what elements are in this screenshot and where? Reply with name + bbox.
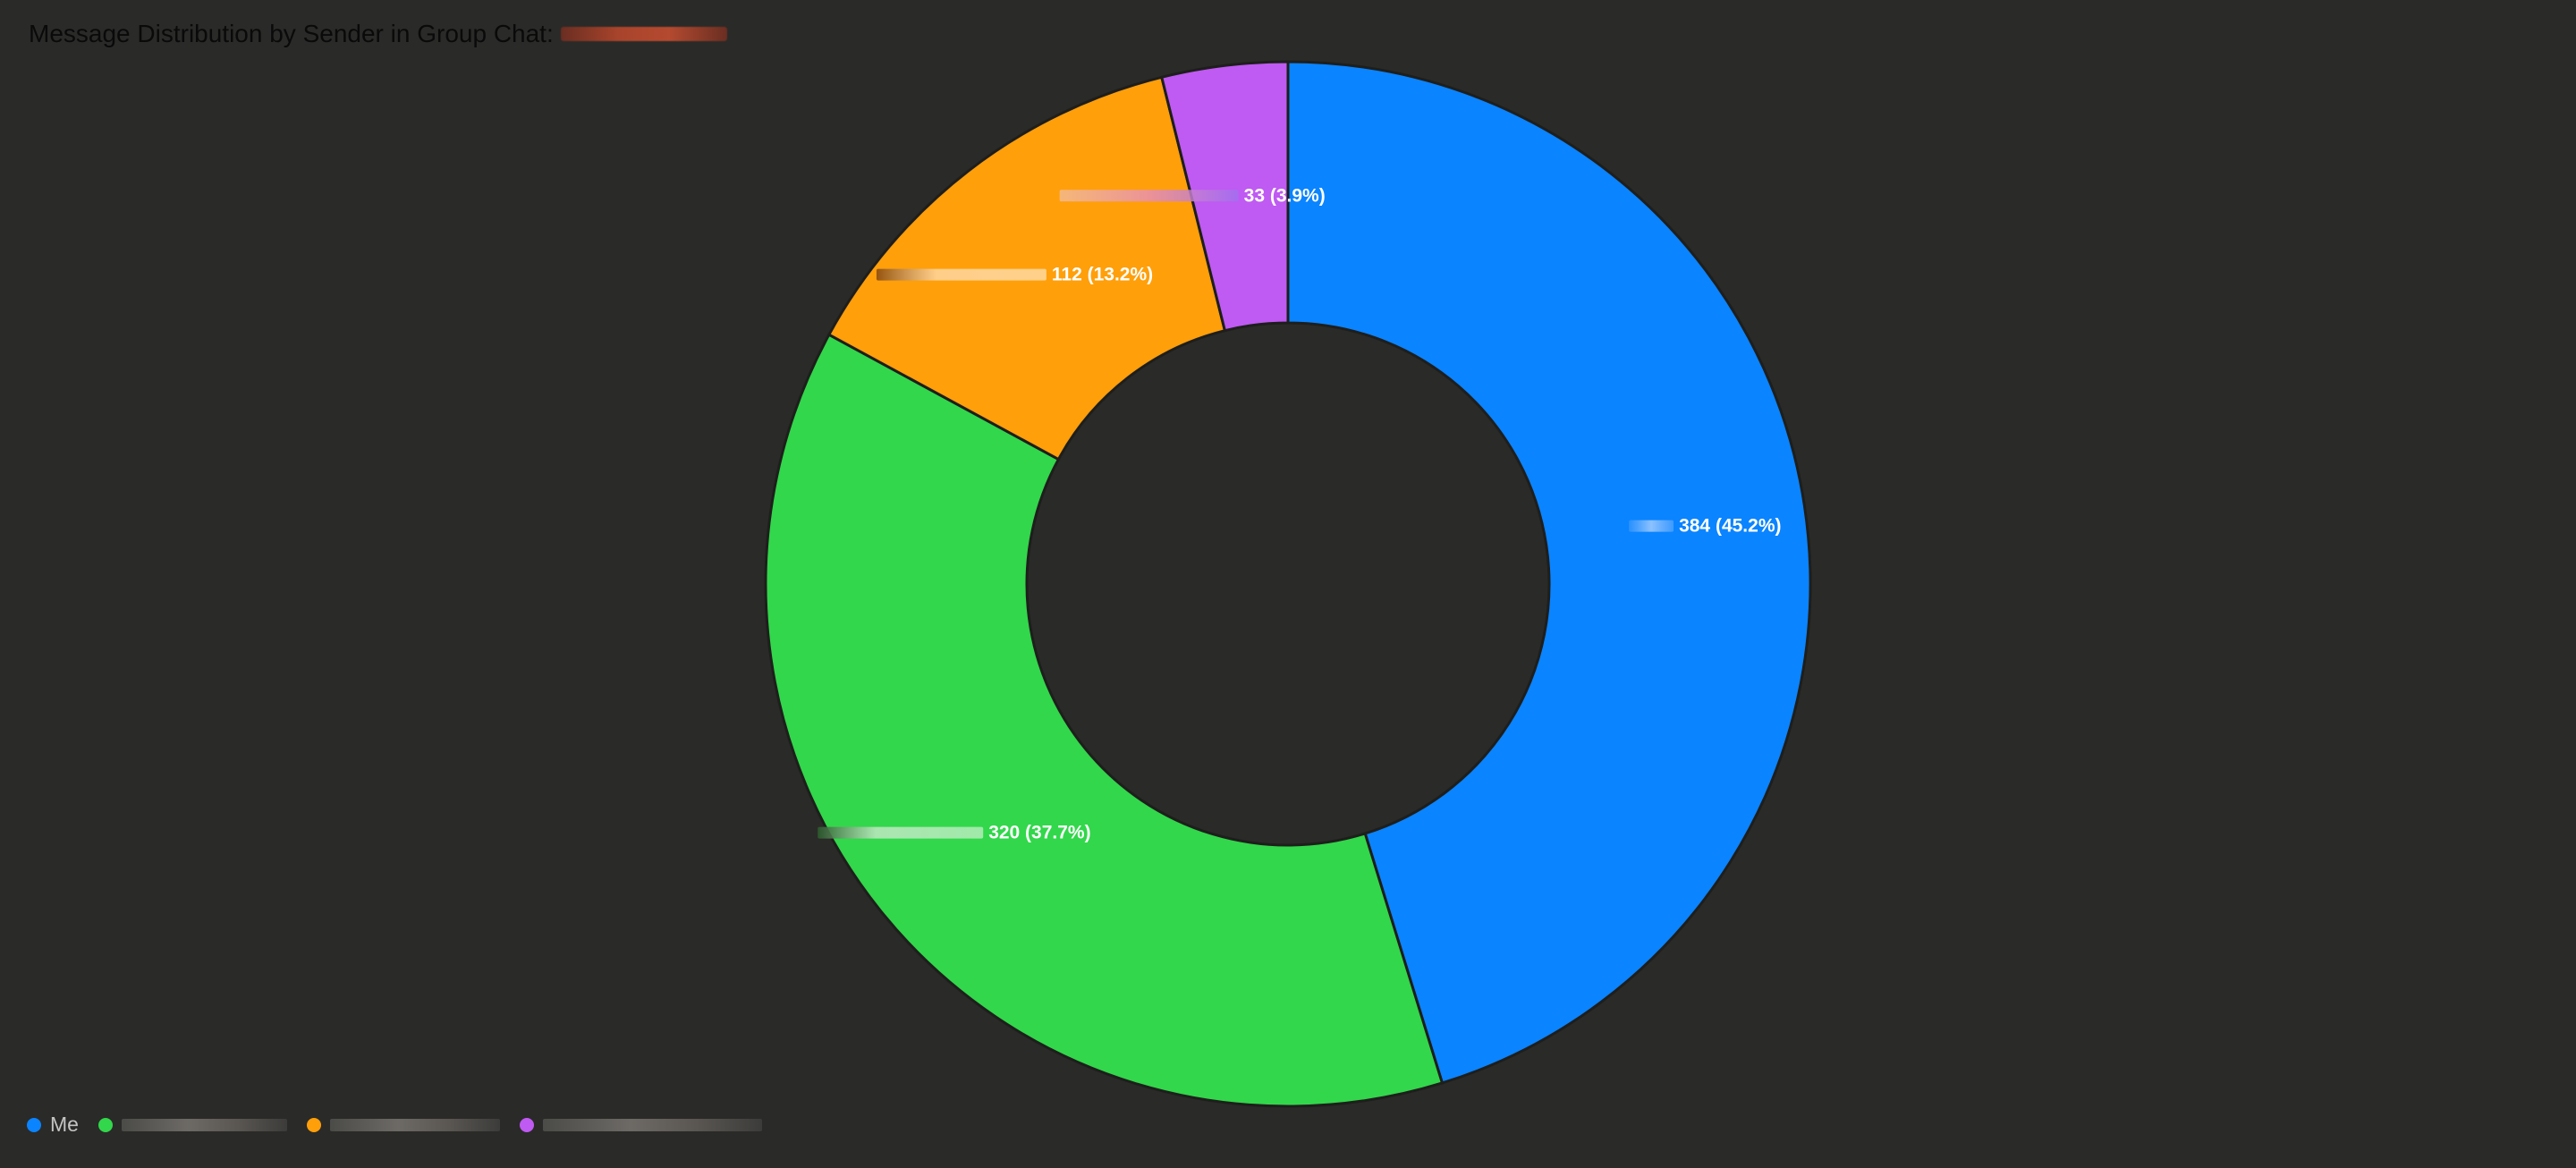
slice-label-1: 320 (37.7%) bbox=[988, 823, 1090, 843]
legend-swatch-2 bbox=[306, 1117, 321, 1132]
chart-legend: Me bbox=[27, 1113, 782, 1137]
legend-redacted-name-3 bbox=[542, 1118, 762, 1131]
slice-labels: 384 (45.2%) 320 (37.7%) 112 (13.2%) 33 (3.9… bbox=[988, 185, 1781, 842]
legend-item-2[interactable] bbox=[306, 1117, 500, 1132]
legend-label-0: Me bbox=[50, 1113, 79, 1136]
donut-slice-0[interactable] bbox=[1286, 60, 1812, 1085]
legend-swatch-0 bbox=[27, 1117, 41, 1132]
legend-item-1[interactable] bbox=[97, 1117, 287, 1132]
legend-swatch-1 bbox=[97, 1117, 113, 1132]
slice-label-2: 112 (13.2%) bbox=[1052, 265, 1153, 285]
slice-label-3: 33 (3.9%) bbox=[1244, 185, 1326, 206]
legend-item-3[interactable] bbox=[519, 1117, 762, 1132]
redacted-chat-name bbox=[560, 27, 727, 41]
legend-swatch-3 bbox=[519, 1117, 534, 1132]
slice-label-0: 384 (45.2%) bbox=[1679, 516, 1781, 537]
legend-redacted-name-2 bbox=[329, 1118, 500, 1131]
label-redactions bbox=[818, 190, 1674, 839]
donut-slice-2[interactable] bbox=[826, 75, 1227, 461]
redacted-sender-label-1 bbox=[818, 826, 984, 839]
donut-slices bbox=[764, 60, 1812, 1108]
redacted-sender-label-0 bbox=[1629, 520, 1674, 532]
legend-item-0[interactable]: Me bbox=[27, 1113, 79, 1137]
legend-redacted-name-1 bbox=[121, 1118, 287, 1131]
donut-slice-1[interactable] bbox=[764, 333, 1445, 1108]
redacted-sender-label-2 bbox=[876, 268, 1046, 281]
redacted-sender-label-3 bbox=[1059, 190, 1239, 202]
chart-title: Message Distribution by Sender in Group … bbox=[29, 20, 727, 48]
chart-title-text: Message Distribution by Sender in Group … bbox=[29, 20, 554, 47]
